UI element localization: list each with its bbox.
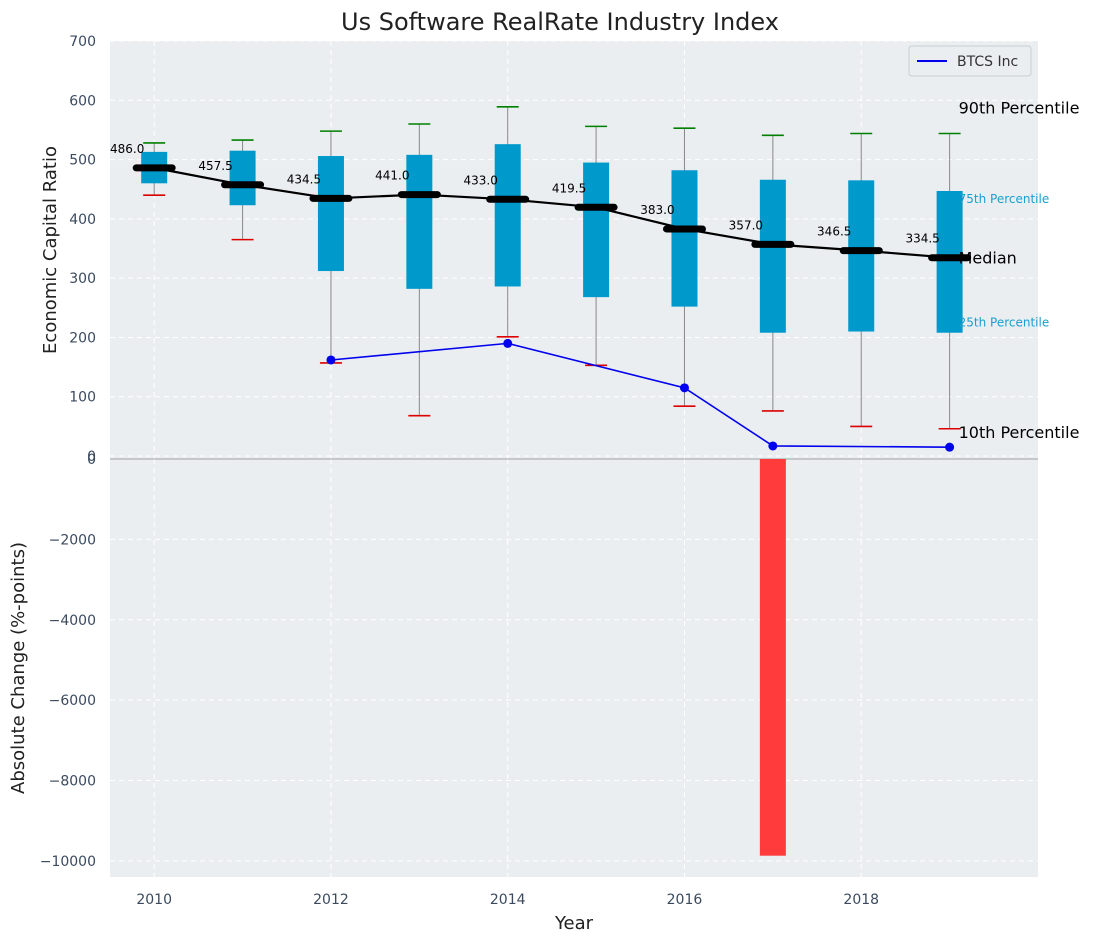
bottom-y-tick-label: −10000 <box>40 854 96 870</box>
bottom-y-tick-label: −6000 <box>49 693 96 709</box>
top-y-tick-label: 300 <box>69 271 96 287</box>
iqr-box <box>936 191 963 333</box>
btcs-data-point <box>679 383 689 393</box>
top-y-tick-label: 200 <box>69 330 96 346</box>
annotation-90th: 90th Percentile <box>959 98 1080 117</box>
median-value-label: 433.0 <box>464 173 498 187</box>
median-value-label: 383.0 <box>640 203 674 217</box>
iqr-box <box>229 150 256 206</box>
legend-frame <box>908 45 1032 77</box>
x-tick-label: 2016 <box>667 892 703 908</box>
legend-label-btcs: BTCS Inc <box>957 54 1018 70</box>
x-tick-label: 2014 <box>490 892 526 908</box>
btcs-data-point <box>768 441 778 451</box>
annotation-median: Median <box>959 249 1017 268</box>
iqr-box <box>583 162 610 298</box>
chart-title: Us Software RealRate Industry Index <box>341 8 779 36</box>
iqr-box <box>317 156 344 272</box>
bottom-y-axis-title: Absolute Change (%-points) <box>8 542 29 794</box>
top-y-tick-label: 700 <box>69 34 96 50</box>
top-y-axis-title: Economic Capital Ratio <box>40 146 61 354</box>
change-bar-panel: 0 −2000 −4000 −6000 −8000 −10000 2010 2012 2014 2… <box>40 452 1038 908</box>
btcs-data-point <box>945 442 955 452</box>
median-value-label: 434.5 <box>287 172 321 186</box>
btcs-data-point <box>503 338 513 348</box>
bottom-y-tick-label: −4000 <box>49 613 96 629</box>
x-axis-title: Year <box>554 913 594 934</box>
legend: BTCS Inc <box>908 45 1032 77</box>
top-plot-area <box>110 41 1038 459</box>
top-y-tick-label: 500 <box>69 153 96 169</box>
x-tick-label: 2010 <box>136 892 172 908</box>
top-y-tick-label: 600 <box>69 93 96 109</box>
median-value-label: 457.5 <box>198 159 232 173</box>
median-value-label: 441.0 <box>375 169 409 183</box>
annotation-75th: 75th Percentile <box>959 192 1050 206</box>
median-value-label: 334.5 <box>905 232 939 246</box>
iqr-box <box>671 170 698 307</box>
top-y-tick-label: 100 <box>69 390 96 406</box>
box-plot-panel: 0 100 200 300 400 500 600 700 486.0 457.5 434.5 441… <box>69 34 1079 465</box>
median-trend-line <box>153 166 950 259</box>
bottom-y-tick-label: −8000 <box>49 774 96 790</box>
annotation-10th: 10th Percentile <box>959 423 1080 442</box>
bottom-y-tick-label: 0 <box>87 452 96 468</box>
x-tick-label: 2012 <box>313 892 349 908</box>
btcs-data-point <box>326 355 336 365</box>
iqr-box <box>406 154 433 289</box>
median-value-label: 357.0 <box>729 218 763 232</box>
top-y-tick-label: 400 <box>69 212 96 228</box>
median-value-label: 346.5 <box>817 225 851 239</box>
bottom-plot-area <box>110 459 1038 877</box>
annotation-25th: 25th Percentile <box>959 316 1050 330</box>
change-bar <box>759 459 786 856</box>
top-y-tick-label: 0 <box>87 449 96 465</box>
bottom-y-tick-label: −2000 <box>49 532 96 548</box>
iqr-box <box>848 180 875 332</box>
median-value-label: 419.5 <box>552 181 586 195</box>
iqr-box <box>494 144 521 287</box>
median-value-label: 486.0 <box>110 142 144 156</box>
x-tick-label: 2018 <box>843 892 879 908</box>
iqr-box <box>759 179 786 333</box>
